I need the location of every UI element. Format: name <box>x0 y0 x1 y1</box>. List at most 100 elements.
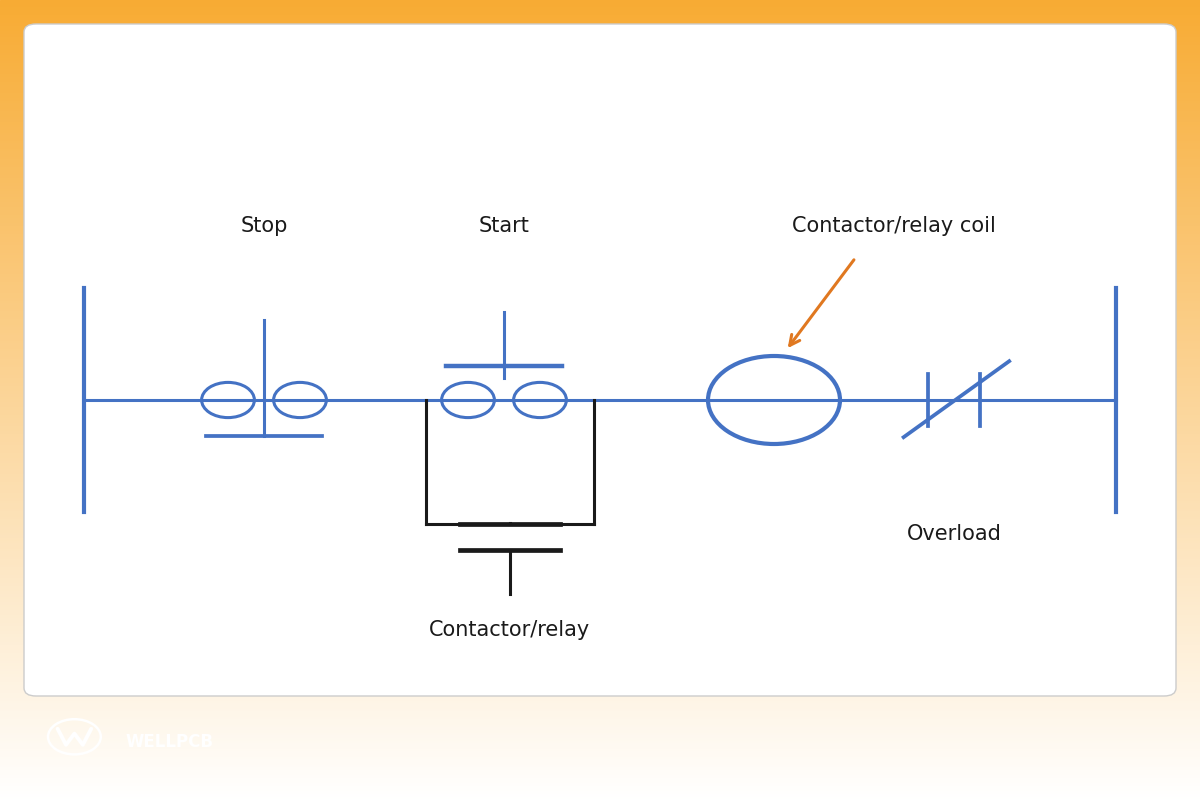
Bar <box>0 138 1200 142</box>
Bar <box>0 168 1200 170</box>
Bar <box>0 616 1200 618</box>
Bar <box>0 682 1200 686</box>
Bar <box>0 602 1200 606</box>
Bar <box>0 218 1200 222</box>
Bar <box>0 550 1200 552</box>
Bar <box>0 312 1200 314</box>
Bar <box>0 472 1200 474</box>
Bar <box>0 768 1200 770</box>
Bar <box>0 222 1200 224</box>
Bar <box>0 762 1200 766</box>
Bar <box>0 470 1200 472</box>
Bar <box>0 374 1200 376</box>
Bar <box>0 224 1200 226</box>
Bar <box>0 366 1200 368</box>
Bar <box>0 114 1200 118</box>
Bar <box>0 272 1200 274</box>
Bar <box>0 368 1200 370</box>
Bar <box>0 592 1200 594</box>
Bar <box>0 298 1200 302</box>
Bar <box>0 56 1200 58</box>
Text: Start: Start <box>479 216 529 236</box>
Bar <box>0 466 1200 470</box>
Bar <box>0 574 1200 576</box>
Bar <box>0 336 1200 338</box>
Bar <box>0 328 1200 330</box>
Bar <box>0 422 1200 424</box>
Bar <box>0 296 1200 298</box>
Bar <box>0 50 1200 54</box>
Bar <box>0 360 1200 362</box>
Bar <box>0 614 1200 616</box>
Bar <box>0 434 1200 438</box>
Bar <box>0 54 1200 56</box>
Bar <box>0 306 1200 310</box>
Bar <box>0 106 1200 110</box>
Bar <box>0 64 1200 66</box>
Bar <box>0 622 1200 624</box>
Bar <box>0 346 1200 350</box>
Bar <box>0 392 1200 394</box>
Bar <box>0 184 1200 186</box>
Bar <box>0 342 1200 344</box>
Bar <box>0 344 1200 346</box>
Bar <box>0 646 1200 648</box>
Bar <box>0 534 1200 536</box>
Bar <box>0 262 1200 264</box>
Bar <box>0 200 1200 202</box>
Bar <box>0 704 1200 706</box>
Bar <box>0 58 1200 62</box>
Bar <box>0 650 1200 654</box>
Bar <box>0 710 1200 712</box>
Bar <box>0 0 1200 2</box>
Bar <box>0 210 1200 214</box>
Bar <box>0 384 1200 386</box>
Bar <box>0 514 1200 518</box>
Bar <box>0 176 1200 178</box>
Bar <box>0 10 1200 14</box>
Bar <box>0 82 1200 86</box>
Bar <box>0 438 1200 440</box>
Bar <box>0 568 1200 570</box>
Bar <box>0 792 1200 794</box>
Bar <box>0 706 1200 710</box>
Bar <box>0 14 1200 16</box>
Bar <box>0 322 1200 326</box>
Text: Contactor/relay coil: Contactor/relay coil <box>792 216 996 236</box>
Bar <box>0 6 1200 8</box>
Bar <box>0 314 1200 318</box>
Bar <box>0 352 1200 354</box>
Bar <box>0 118 1200 120</box>
Bar <box>0 680 1200 682</box>
Bar <box>0 46 1200 48</box>
Bar <box>0 576 1200 578</box>
Bar <box>0 246 1200 248</box>
Bar <box>0 226 1200 230</box>
Text: Overload: Overload <box>906 524 1002 544</box>
Bar <box>0 126 1200 128</box>
Text: WELLPCB: WELLPCB <box>126 733 214 750</box>
Bar <box>0 778 1200 782</box>
Bar <box>0 410 1200 414</box>
Bar <box>0 130 1200 134</box>
Bar <box>0 290 1200 294</box>
Bar <box>0 526 1200 528</box>
Bar <box>0 486 1200 488</box>
Bar <box>0 784 1200 786</box>
Bar <box>0 144 1200 146</box>
Bar <box>0 166 1200 168</box>
Bar <box>0 752 1200 754</box>
Bar <box>0 390 1200 392</box>
Bar <box>0 642 1200 646</box>
Bar <box>0 474 1200 478</box>
Bar <box>0 24 1200 26</box>
Bar <box>0 744 1200 746</box>
Bar <box>0 688 1200 690</box>
Bar <box>0 718 1200 720</box>
Bar <box>0 62 1200 64</box>
Bar <box>0 34 1200 38</box>
Bar <box>0 98 1200 102</box>
Bar <box>0 512 1200 514</box>
Bar <box>0 146 1200 150</box>
Bar <box>0 170 1200 174</box>
